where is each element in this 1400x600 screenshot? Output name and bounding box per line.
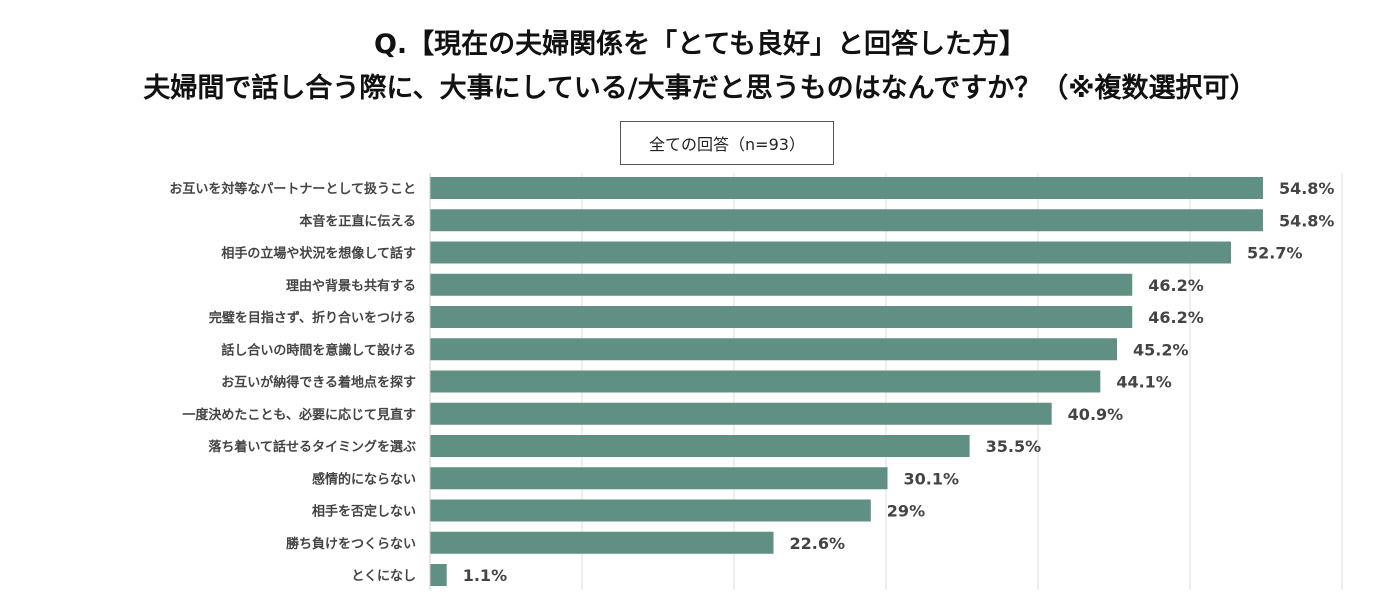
bar (430, 209, 1263, 232)
data-label: 54.8% (1279, 211, 1335, 230)
legend: 全ての回答（n=93） (620, 121, 834, 165)
data-label: 46.2% (1148, 276, 1204, 295)
data-label: 30.1% (904, 469, 960, 488)
bar (430, 531, 774, 554)
bar (430, 338, 1118, 361)
bar (430, 177, 1263, 199)
category-label: 完璧を目指さず、折り合いをつける (209, 310, 416, 326)
category-label: お互いが納得できる着地点を探す (221, 375, 416, 391)
bar (430, 273, 1133, 296)
category-label: 相手の立場や状況を想像して話す (221, 246, 416, 262)
category-label: 本音を正直に伝える (299, 213, 416, 229)
data-label: 52.7% (1247, 244, 1303, 263)
category-label: 感情的にならない (312, 471, 416, 487)
chart-title: Q.【現在の夫婦関係を「とても良好」と回答した方】 (373, 29, 1027, 60)
bar (430, 241, 1232, 264)
data-label: 54.8% (1279, 179, 1335, 198)
data-label: 29% (887, 502, 925, 521)
data-label: 46.2% (1148, 308, 1204, 327)
bar (430, 467, 888, 490)
category-label: 勝ち負けをつくらない (286, 536, 416, 552)
category-label: 一度決めたことも、必要に応じて見直す (182, 407, 416, 423)
category-label: 話し合いの時間を意識して設ける (221, 342, 416, 358)
chart-subtitle: 夫婦間で話し合う際に、大事にしている/大事だと思うものはなんですか？（※複数選択… (143, 73, 1257, 104)
data-label: 1.1% (463, 566, 507, 585)
data-label: 45.2% (1133, 340, 1189, 359)
category-label: 相手を否定しない (312, 504, 416, 520)
category-label: 落ち着いて話せるタイミングを選ぶ (208, 439, 416, 455)
data-label: 44.1% (1116, 373, 1172, 392)
category-label: とくになし (351, 569, 416, 584)
legend-label: 全ての回答（n=93） (649, 135, 805, 154)
bar (430, 564, 447, 586)
bar (430, 306, 1133, 328)
data-label: 40.9% (1068, 405, 1124, 424)
bar (430, 402, 1052, 425)
bar (430, 499, 871, 522)
category-label: 理由や背景も共有する (286, 278, 416, 294)
data-label: 35.5% (986, 437, 1042, 456)
data-label: 22.6% (790, 534, 846, 553)
category-label: お互いを対等なパートナーとして扱うこと (169, 181, 416, 197)
bar (430, 435, 970, 457)
bar (430, 370, 1101, 393)
